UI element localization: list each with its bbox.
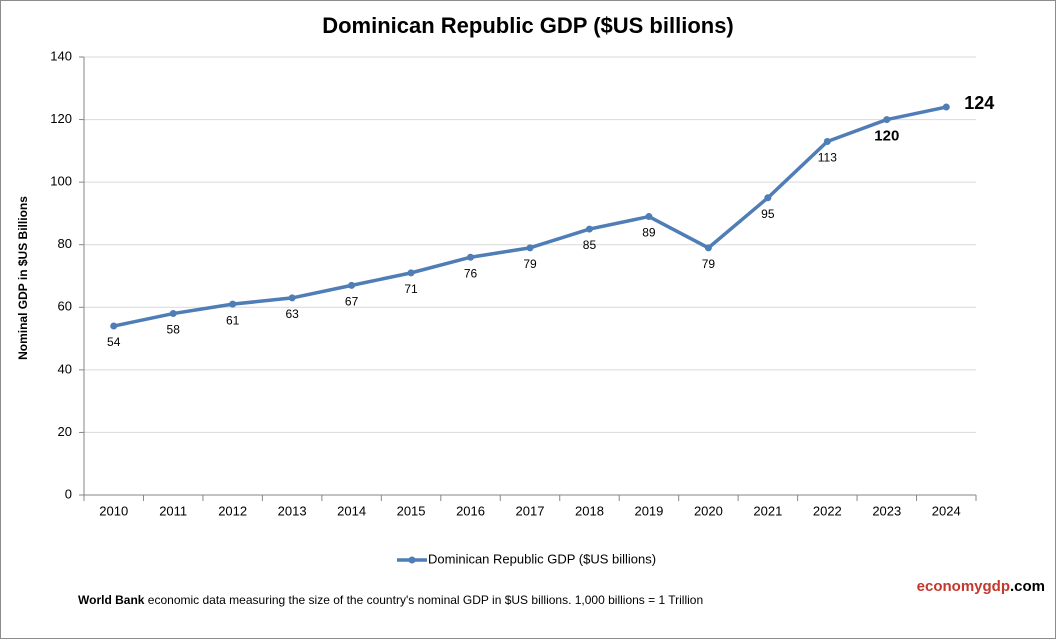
data-label: 95 [761,207,775,221]
y-tick-label: 20 [58,424,72,439]
data-point [169,310,177,318]
data-label: 79 [523,257,537,271]
x-tick-label: 2014 [337,503,366,518]
y-tick-label: 100 [50,174,72,189]
data-point [526,244,534,252]
data-label: 61 [226,313,240,327]
x-tick-label: 2015 [397,503,426,518]
x-tick-label: 2020 [694,503,723,518]
brand-name: economygdp [917,578,1010,595]
x-tick-label: 2023 [872,503,901,518]
y-axis-label: Nominal GDP in $US Billions [16,196,30,360]
x-tick-label: 2013 [278,503,307,518]
data-label: 71 [404,282,418,296]
legend-label: Dominican Republic GDP ($US billions) [428,551,656,566]
brand: economygdp.com [917,578,1045,595]
data-point [348,281,356,289]
data-label: 67 [345,295,359,309]
x-tick-label: 2021 [753,503,782,518]
data-label: 89 [642,226,656,240]
y-tick-label: 80 [58,236,72,251]
footer-note: World Bank economic data measuring the s… [78,593,703,607]
data-point [407,269,415,277]
data-point [764,194,772,202]
y-tick-label: 140 [50,48,72,63]
data-label: 58 [167,323,181,337]
x-tick-label: 2022 [813,503,842,518]
data-label: 120 [874,128,899,145]
x-tick-label: 2016 [456,503,485,518]
data-point [229,300,237,308]
data-point [288,294,296,302]
data-label: 54 [107,335,121,349]
data-point [467,253,475,261]
data-point [585,225,593,233]
data-point [645,213,653,221]
y-tick-label: 0 [65,486,72,501]
data-label: 85 [583,238,597,252]
x-tick-label: 2024 [932,503,961,518]
data-label: 76 [464,266,478,280]
data-point [823,137,831,145]
x-tick-label: 2010 [99,503,128,518]
data-point [883,116,891,124]
x-tick-label: 2017 [516,503,545,518]
x-tick-label: 2011 [159,503,187,518]
y-tick-label: 40 [58,361,72,376]
source-name: World Bank [78,593,145,607]
source-text: economic data measuring the size of the … [148,593,703,607]
data-point [704,244,712,252]
data-point [110,322,118,330]
y-tick-label: 120 [50,111,72,126]
y-tick-label: 60 [58,299,72,314]
data-label: 79 [702,257,716,271]
data-label: 63 [285,307,299,321]
data-point [942,103,950,111]
legend-marker [408,556,416,564]
chart-title: Dominican Republic GDP ($US billions) [322,13,734,38]
data-label: 113 [818,151,837,165]
data-label: 124 [964,93,994,113]
x-tick-label: 2012 [218,503,247,518]
x-tick-label: 2018 [575,503,604,518]
brand-tld: .com [1010,578,1045,595]
x-tick-label: 2019 [634,503,663,518]
